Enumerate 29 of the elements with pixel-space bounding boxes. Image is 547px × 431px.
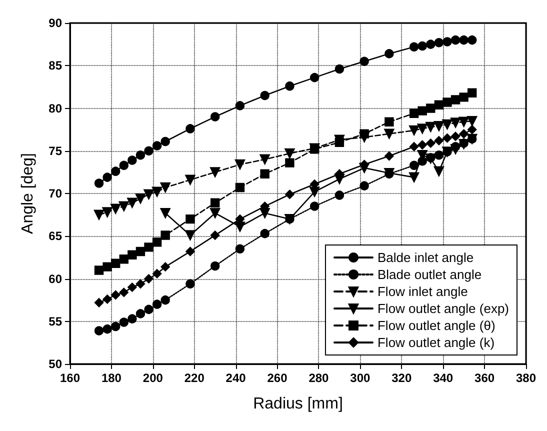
y-tick-label: 75: [48, 144, 62, 158]
x-tick-label: 380: [516, 371, 536, 385]
y-tick-label: 80: [48, 101, 62, 116]
x-tick-label: 160: [60, 371, 80, 385]
y-tick-label: 70: [48, 186, 62, 200]
x-tick-label: 220: [184, 371, 205, 385]
legend-label: Balde inlet angle: [377, 250, 474, 265]
x-tick-label: 320: [392, 371, 412, 385]
x-axis-title: Radius [mm]: [253, 396, 343, 412]
x-tick-label: 360: [474, 371, 495, 385]
x-tick-label: 260: [267, 371, 288, 385]
legend-label: Flow outlet angle (k): [377, 335, 495, 350]
y-tick-label: 50: [48, 357, 62, 371]
y-tick-label: 90: [48, 16, 62, 30]
x-tick-label: 240: [226, 371, 246, 385]
legend-label: Blade outlet angle: [377, 267, 482, 282]
y-axis-title: Angle [deg]: [20, 153, 36, 234]
x-tick-label: 200: [142, 371, 164, 385]
x-tick-label: 340: [433, 371, 454, 385]
legend-label: Flow outlet angle (θ): [377, 318, 496, 333]
y-tick-label: 55: [48, 314, 62, 328]
y-tick-label: 65: [48, 229, 62, 244]
x-tick-label: 180: [101, 371, 122, 385]
legend-label: Flow outlet angle (exp): [377, 301, 510, 316]
y-tick-label: 60: [48, 272, 62, 286]
y-tick-label: 85: [48, 58, 62, 73]
x-tick-label: 300: [350, 371, 371, 385]
x-tick-label: 280: [308, 371, 330, 385]
legend-label: Flow inlet angle: [377, 284, 468, 299]
